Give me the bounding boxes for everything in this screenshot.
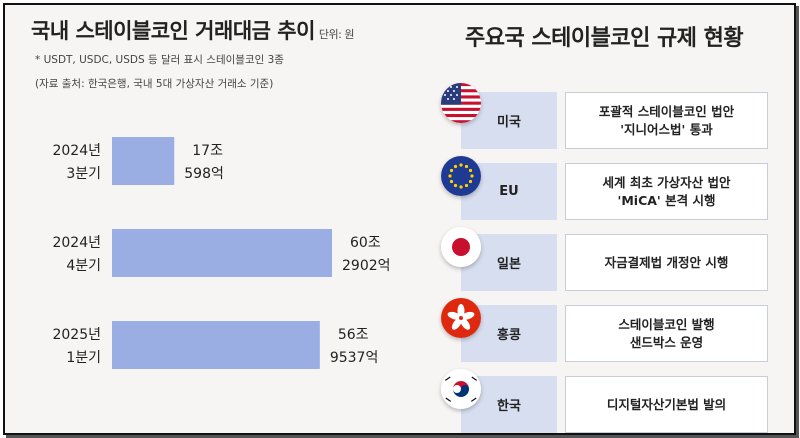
value-label-1-1: 2902억 bbox=[342, 258, 391, 274]
regulation-title: 주요국 스테이블코인 규제 현황 bbox=[465, 26, 744, 51]
category-label-0-0: 2024년 bbox=[52, 143, 101, 159]
hongkong-flag-icon bbox=[441, 298, 481, 338]
value-label-0-0: 17조 bbox=[192, 143, 223, 159]
value-label-2-0: 56조 bbox=[338, 327, 369, 343]
infographic-frame: 국내 스테이블코인 거래대금 추이 단위: 원 * USDT, USDC, USD… bbox=[3, 3, 796, 435]
chart-source: (자료 출처: 한국은행, 국내 5대 가상자산 거래소 기준) bbox=[35, 78, 274, 90]
chart-title: 국내 스테이블코인 거래대금 추이 단위: 원 bbox=[31, 15, 354, 45]
eu-flag-icon bbox=[441, 156, 481, 196]
chart-title-text: 국내 스테이블코인 거래대금 추이 bbox=[31, 19, 315, 43]
japan-flag-icon bbox=[441, 227, 481, 267]
regulation-desc: 자금결제법 개정안 시행 bbox=[565, 234, 768, 291]
regulation-desc: 세계 최초 가상자산 법안 'MiCA' 본격 시행 bbox=[565, 163, 768, 220]
category-label-1-1: 4분기 bbox=[66, 258, 101, 274]
value-label-2-1: 9537억 bbox=[330, 350, 379, 366]
value-label-1-0: 60조 bbox=[350, 235, 381, 251]
korea-flag-icon bbox=[441, 369, 481, 409]
regulation-desc: 포괄적 스테이블코인 법안 '지니어스법' 통과 bbox=[565, 92, 768, 149]
us-flag-icon bbox=[441, 83, 481, 123]
chart-footnote: * USDT, USDC, USDS 등 달러 표시 스테이블코인 3종 bbox=[35, 54, 284, 66]
category-label-2-1: 1분기 bbox=[66, 350, 101, 366]
bar-2 bbox=[112, 321, 320, 369]
value-label-0-1: 598억 bbox=[184, 166, 224, 182]
bar-1 bbox=[112, 229, 332, 277]
regulation-desc: 스테이블코인 발행 샌드박스 운영 bbox=[565, 305, 768, 362]
country-label: 미국 bbox=[461, 92, 557, 149]
bar-chart: 2024년 3분기 17조 598억 2024년 4분기 60조 2902억 2025년 1분기 5… bbox=[52, 137, 391, 369]
bar-0 bbox=[112, 137, 175, 185]
category-label-2-0: 2025년 bbox=[52, 327, 101, 343]
category-label-1-0: 2024년 bbox=[52, 235, 101, 251]
unit-label: 단위: 원 bbox=[318, 28, 355, 41]
category-label-0-1: 3분기 bbox=[66, 166, 101, 182]
regulation-desc: 디지털자산기본법 발의 bbox=[565, 376, 768, 433]
